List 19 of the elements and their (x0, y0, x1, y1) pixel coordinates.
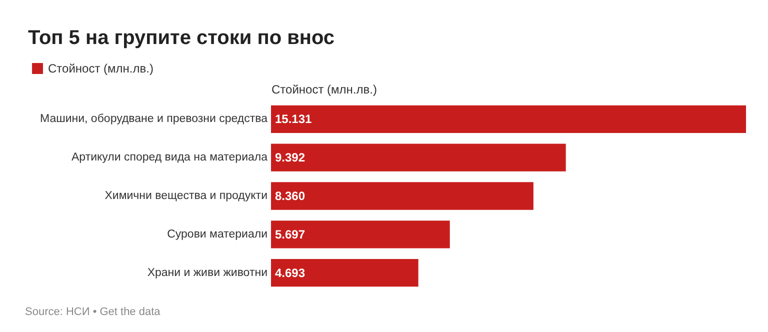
chart-title: Топ 5 на групите стоки по внос (28, 27, 335, 49)
bar (271, 144, 566, 172)
data-label: 8.360 (275, 189, 306, 203)
x-axis-title: Стойност (млн.лв.) (272, 82, 377, 96)
source-note: Source: НСИ • Get the data (25, 306, 160, 318)
y-tick-label: Храни и живи животни (147, 266, 268, 279)
data-label: 5.697 (275, 227, 306, 242)
y-tick-label: Сурови материали (167, 228, 268, 240)
data-label: 15.131 (275, 112, 312, 126)
bar (271, 258, 418, 287)
y-tick-label: Химични вещества и продукти (104, 190, 268, 202)
bar (271, 220, 450, 248)
y-tick-label: Машини, оборудване и превозни средства (40, 113, 268, 126)
legend-label: Стойност (млн.лв.) (48, 62, 154, 76)
data-label: 4.693 (275, 266, 306, 280)
data-label: 9.392 (275, 150, 306, 165)
y-tick-label: Артикули според вида на материала (72, 152, 268, 164)
bar (271, 105, 746, 134)
bar (271, 182, 534, 210)
